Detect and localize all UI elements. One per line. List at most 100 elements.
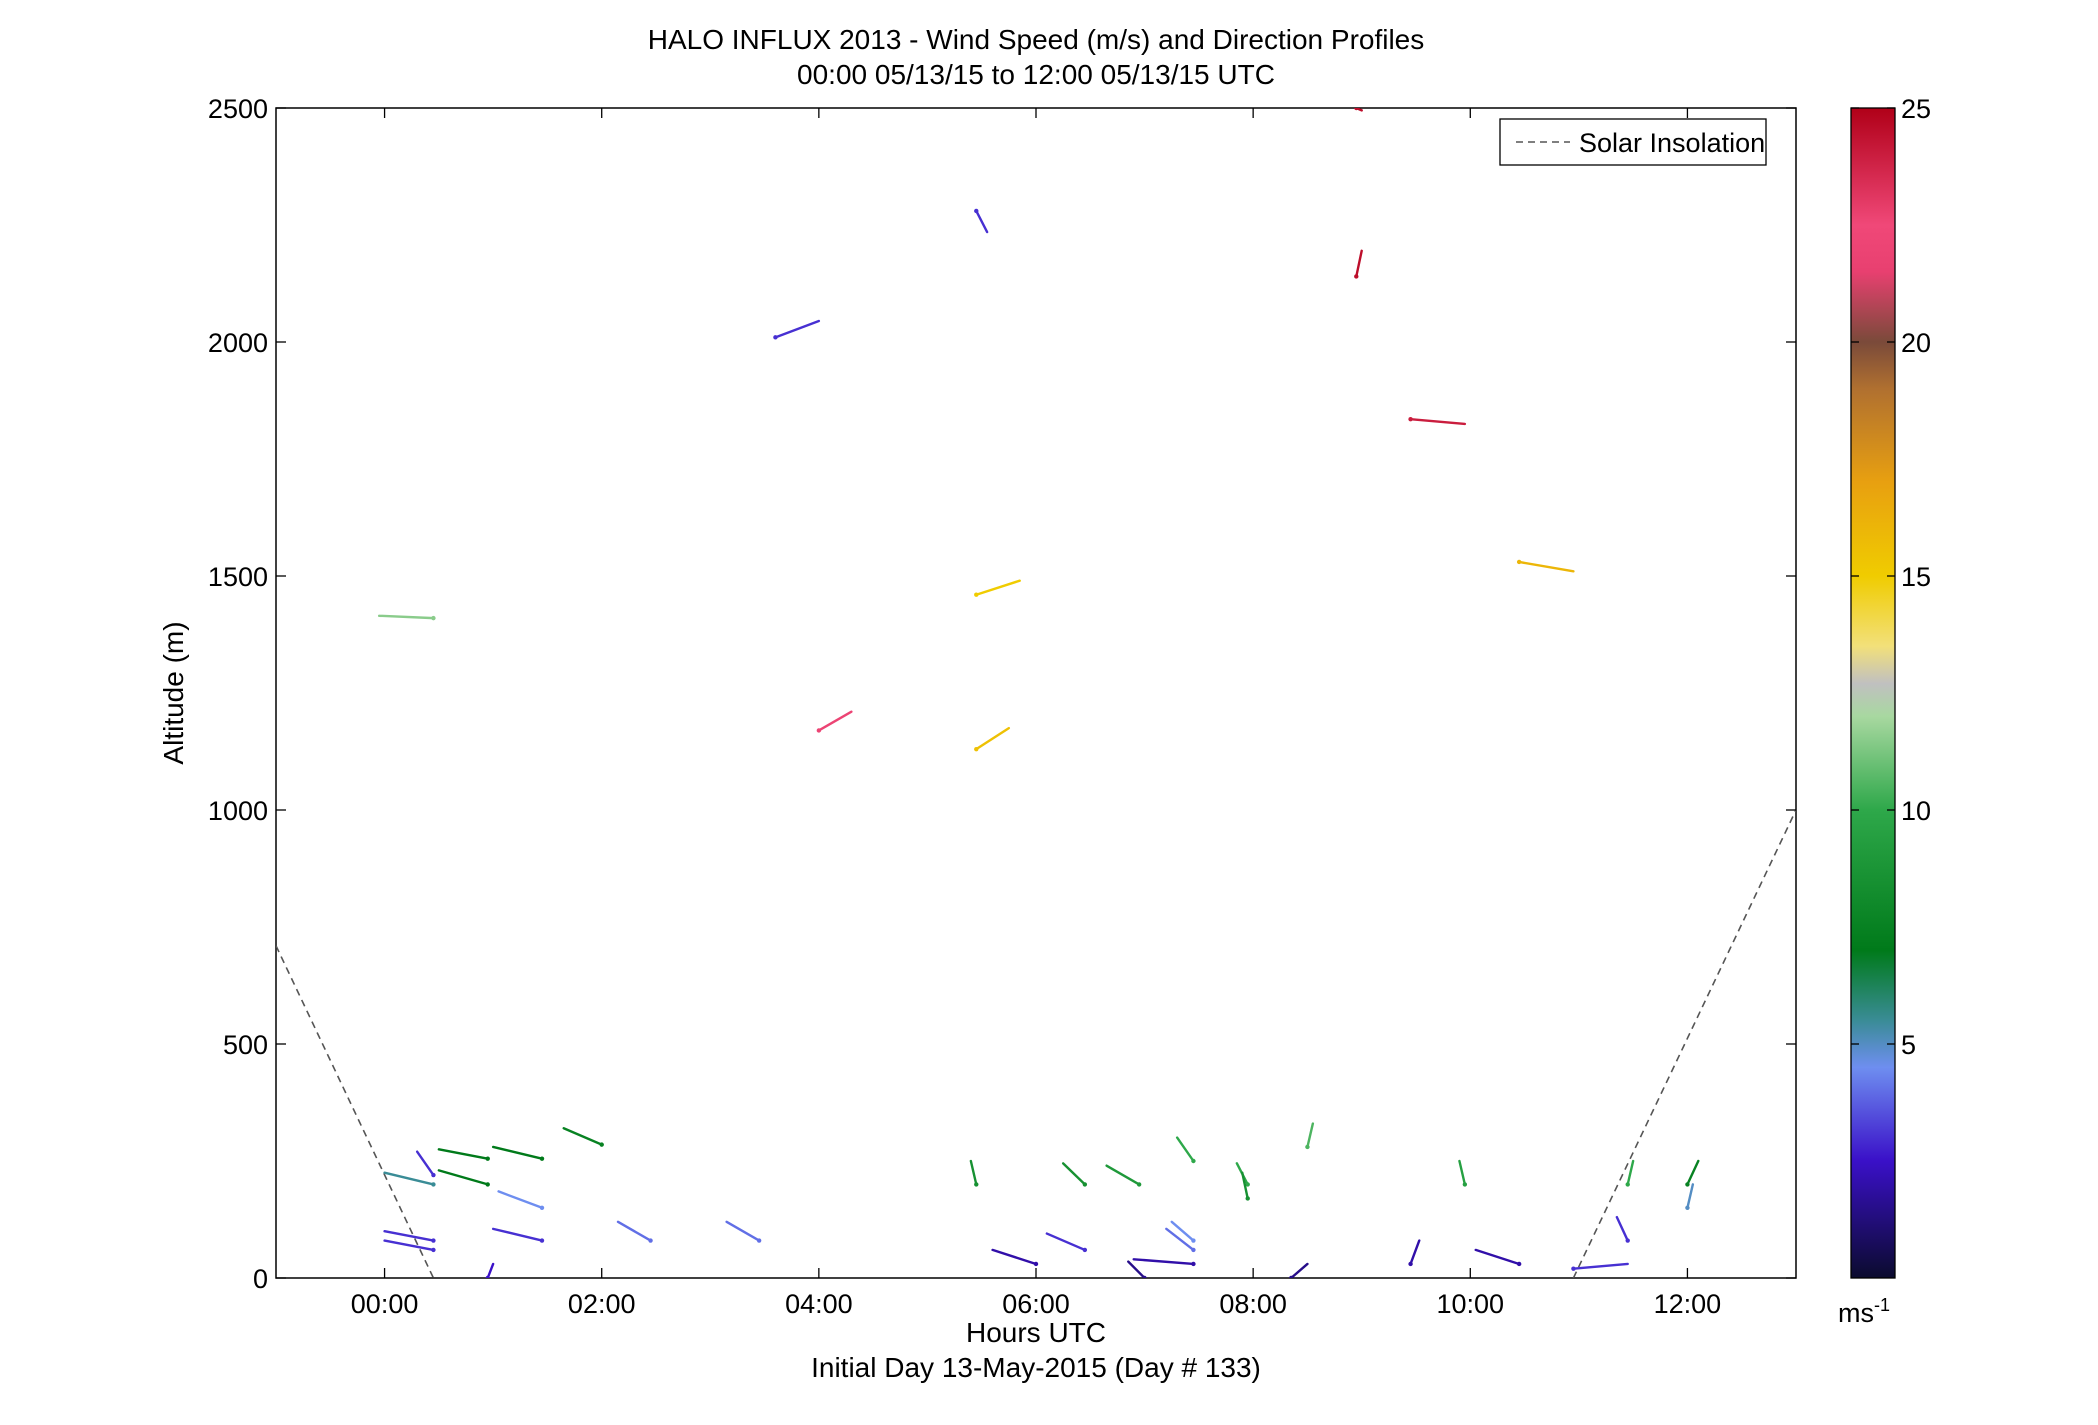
x-axis-sublabel: Initial Day 13-May-2015 (Day # 133): [811, 1352, 1261, 1383]
wind-barb: [377, 614, 435, 620]
x-tick-label: 08:00: [1219, 1289, 1287, 1319]
wind-barb-base: [485, 1182, 490, 1187]
wind-barb-base: [1191, 1238, 1196, 1243]
solar-insolation-line: [1572, 809, 1796, 1278]
wind-barb: [1127, 1260, 1146, 1278]
colorbar-tick-label: 5: [1901, 1030, 1916, 1060]
wind-barb-base: [1033, 1261, 1039, 1267]
wind-barb: [491, 1145, 544, 1160]
x-tick-label: 04:00: [785, 1289, 853, 1319]
colorbar-tick-label: 10: [1901, 796, 1931, 826]
y-axis-ticks: 0 500 1000 1500 2000 2500: [208, 94, 1796, 1294]
wind-barb: [1409, 418, 1467, 426]
wind-barb: [1241, 1171, 1249, 1200]
wind-barb: [383, 1229, 435, 1242]
wind-barb: [497, 1190, 544, 1210]
wind-barb: [1615, 1215, 1629, 1242]
wind-barb: [437, 1148, 489, 1160]
wind-barb-base: [1571, 1266, 1576, 1271]
wind-barb-base: [1625, 1238, 1630, 1243]
wind-barb-base: [485, 1275, 490, 1278]
wind-barb-base: [431, 1182, 436, 1187]
wind-barb-base: [1625, 1182, 1630, 1187]
wind-barb-base: [816, 728, 822, 733]
solar-insolation-line: [276, 945, 435, 1278]
chart-subtitle: 00:00 05/13/15 to 12:00 05/13/15 UTC: [797, 59, 1275, 90]
wind-barb-base: [1136, 1182, 1142, 1187]
wind-barb-base: [1082, 1247, 1088, 1253]
wind-barb: [383, 1171, 435, 1186]
wind-barb: [437, 1169, 489, 1186]
wind-barb: [1306, 1122, 1315, 1149]
wind-barb: [562, 1127, 603, 1146]
wind-barb: [969, 1159, 978, 1186]
wind-barb-base: [756, 1238, 762, 1243]
colorbar-ticks: 5 10 15 20 25: [1851, 94, 1931, 1060]
wind-barb: [1355, 249, 1363, 278]
wind-barb-base: [1245, 1182, 1250, 1187]
wind-barb: [1105, 1164, 1141, 1186]
wind-barb-base: [1288, 1275, 1294, 1278]
wind-barb: [1175, 1136, 1195, 1163]
wind-barb-base: [1685, 1205, 1690, 1211]
wind-barb: [975, 726, 1011, 751]
wind-barb-base: [1245, 1196, 1250, 1201]
wind-barb: [1165, 1227, 1195, 1252]
wind-barb-base: [1142, 1275, 1147, 1278]
wind-barb: [1132, 1258, 1195, 1266]
wind-barb: [1626, 1159, 1635, 1186]
wind-barb-base: [1191, 1247, 1196, 1253]
x-tick-label: 12:00: [1654, 1289, 1722, 1319]
wind-barb-base: [974, 592, 979, 597]
wind-barbs: [377, 108, 1700, 1278]
plot-area: 00:00 02:00 04:00 06:00 08:00 10:00 12:00 0 500…: [208, 94, 1797, 1319]
wind-barb-base: [431, 1172, 436, 1178]
wind-barb-base: [1305, 1144, 1310, 1150]
wind-barb-base: [1685, 1182, 1690, 1187]
wind-barb: [383, 1239, 435, 1252]
wind-barb: [975, 209, 989, 234]
wind-barb: [774, 319, 821, 339]
wind-barb: [616, 1220, 652, 1242]
wind-barb: [486, 1262, 495, 1278]
wind-barb: [491, 1227, 544, 1242]
wind-barb-base: [1516, 1261, 1522, 1267]
wind-barb: [1686, 1183, 1695, 1210]
wind-barb: [1458, 1159, 1467, 1186]
wind-barb: [725, 1220, 761, 1242]
wind-barb-base: [974, 208, 979, 214]
wind-barb-base: [1516, 559, 1522, 565]
wind-barb: [1045, 1232, 1087, 1252]
wind-barb: [1409, 1239, 1421, 1266]
chart-title: HALO INFLUX 2013 - Wind Speed (m/s) and …: [648, 24, 1425, 55]
wind-barb: [1474, 1248, 1521, 1266]
wind-barb-base: [431, 1238, 436, 1243]
wind-barb-base: [1354, 274, 1359, 279]
wind-barb: [1572, 1262, 1629, 1270]
x-tick-label: 00:00: [351, 1289, 419, 1319]
wind-barb: [1061, 1162, 1087, 1186]
x-tick-label: 06:00: [1002, 1289, 1070, 1319]
wind-barb-base: [974, 1182, 979, 1187]
x-axis-label: Hours UTC: [966, 1317, 1106, 1348]
wind-barb: [1517, 560, 1575, 573]
y-tick-label: 1500: [208, 562, 268, 592]
wind-barb: [1686, 1159, 1700, 1186]
wind-barb-base: [648, 1238, 653, 1243]
wind-barb-base: [431, 615, 436, 621]
wind-barb: [817, 710, 853, 732]
x-tick-label: 02:00: [568, 1289, 636, 1319]
colorbar-gradient: [1850, 107, 1896, 1279]
wind-barb-base: [539, 1205, 545, 1211]
wind-barb-base: [431, 1247, 436, 1253]
wind-barb-base: [539, 1156, 545, 1161]
wind-barb-base: [539, 1238, 545, 1243]
wind-barb: [415, 1150, 435, 1177]
wind-barb-base: [599, 1142, 604, 1147]
y-tick-label: 1000: [208, 796, 268, 826]
wind-barb-base: [1191, 1158, 1196, 1164]
x-axis-ticks: 00:00 02:00 04:00 06:00 08:00 10:00 12:00: [351, 108, 1721, 1319]
x-tick-label: 10:00: [1436, 1289, 1504, 1319]
wind-barb-base: [773, 335, 778, 340]
